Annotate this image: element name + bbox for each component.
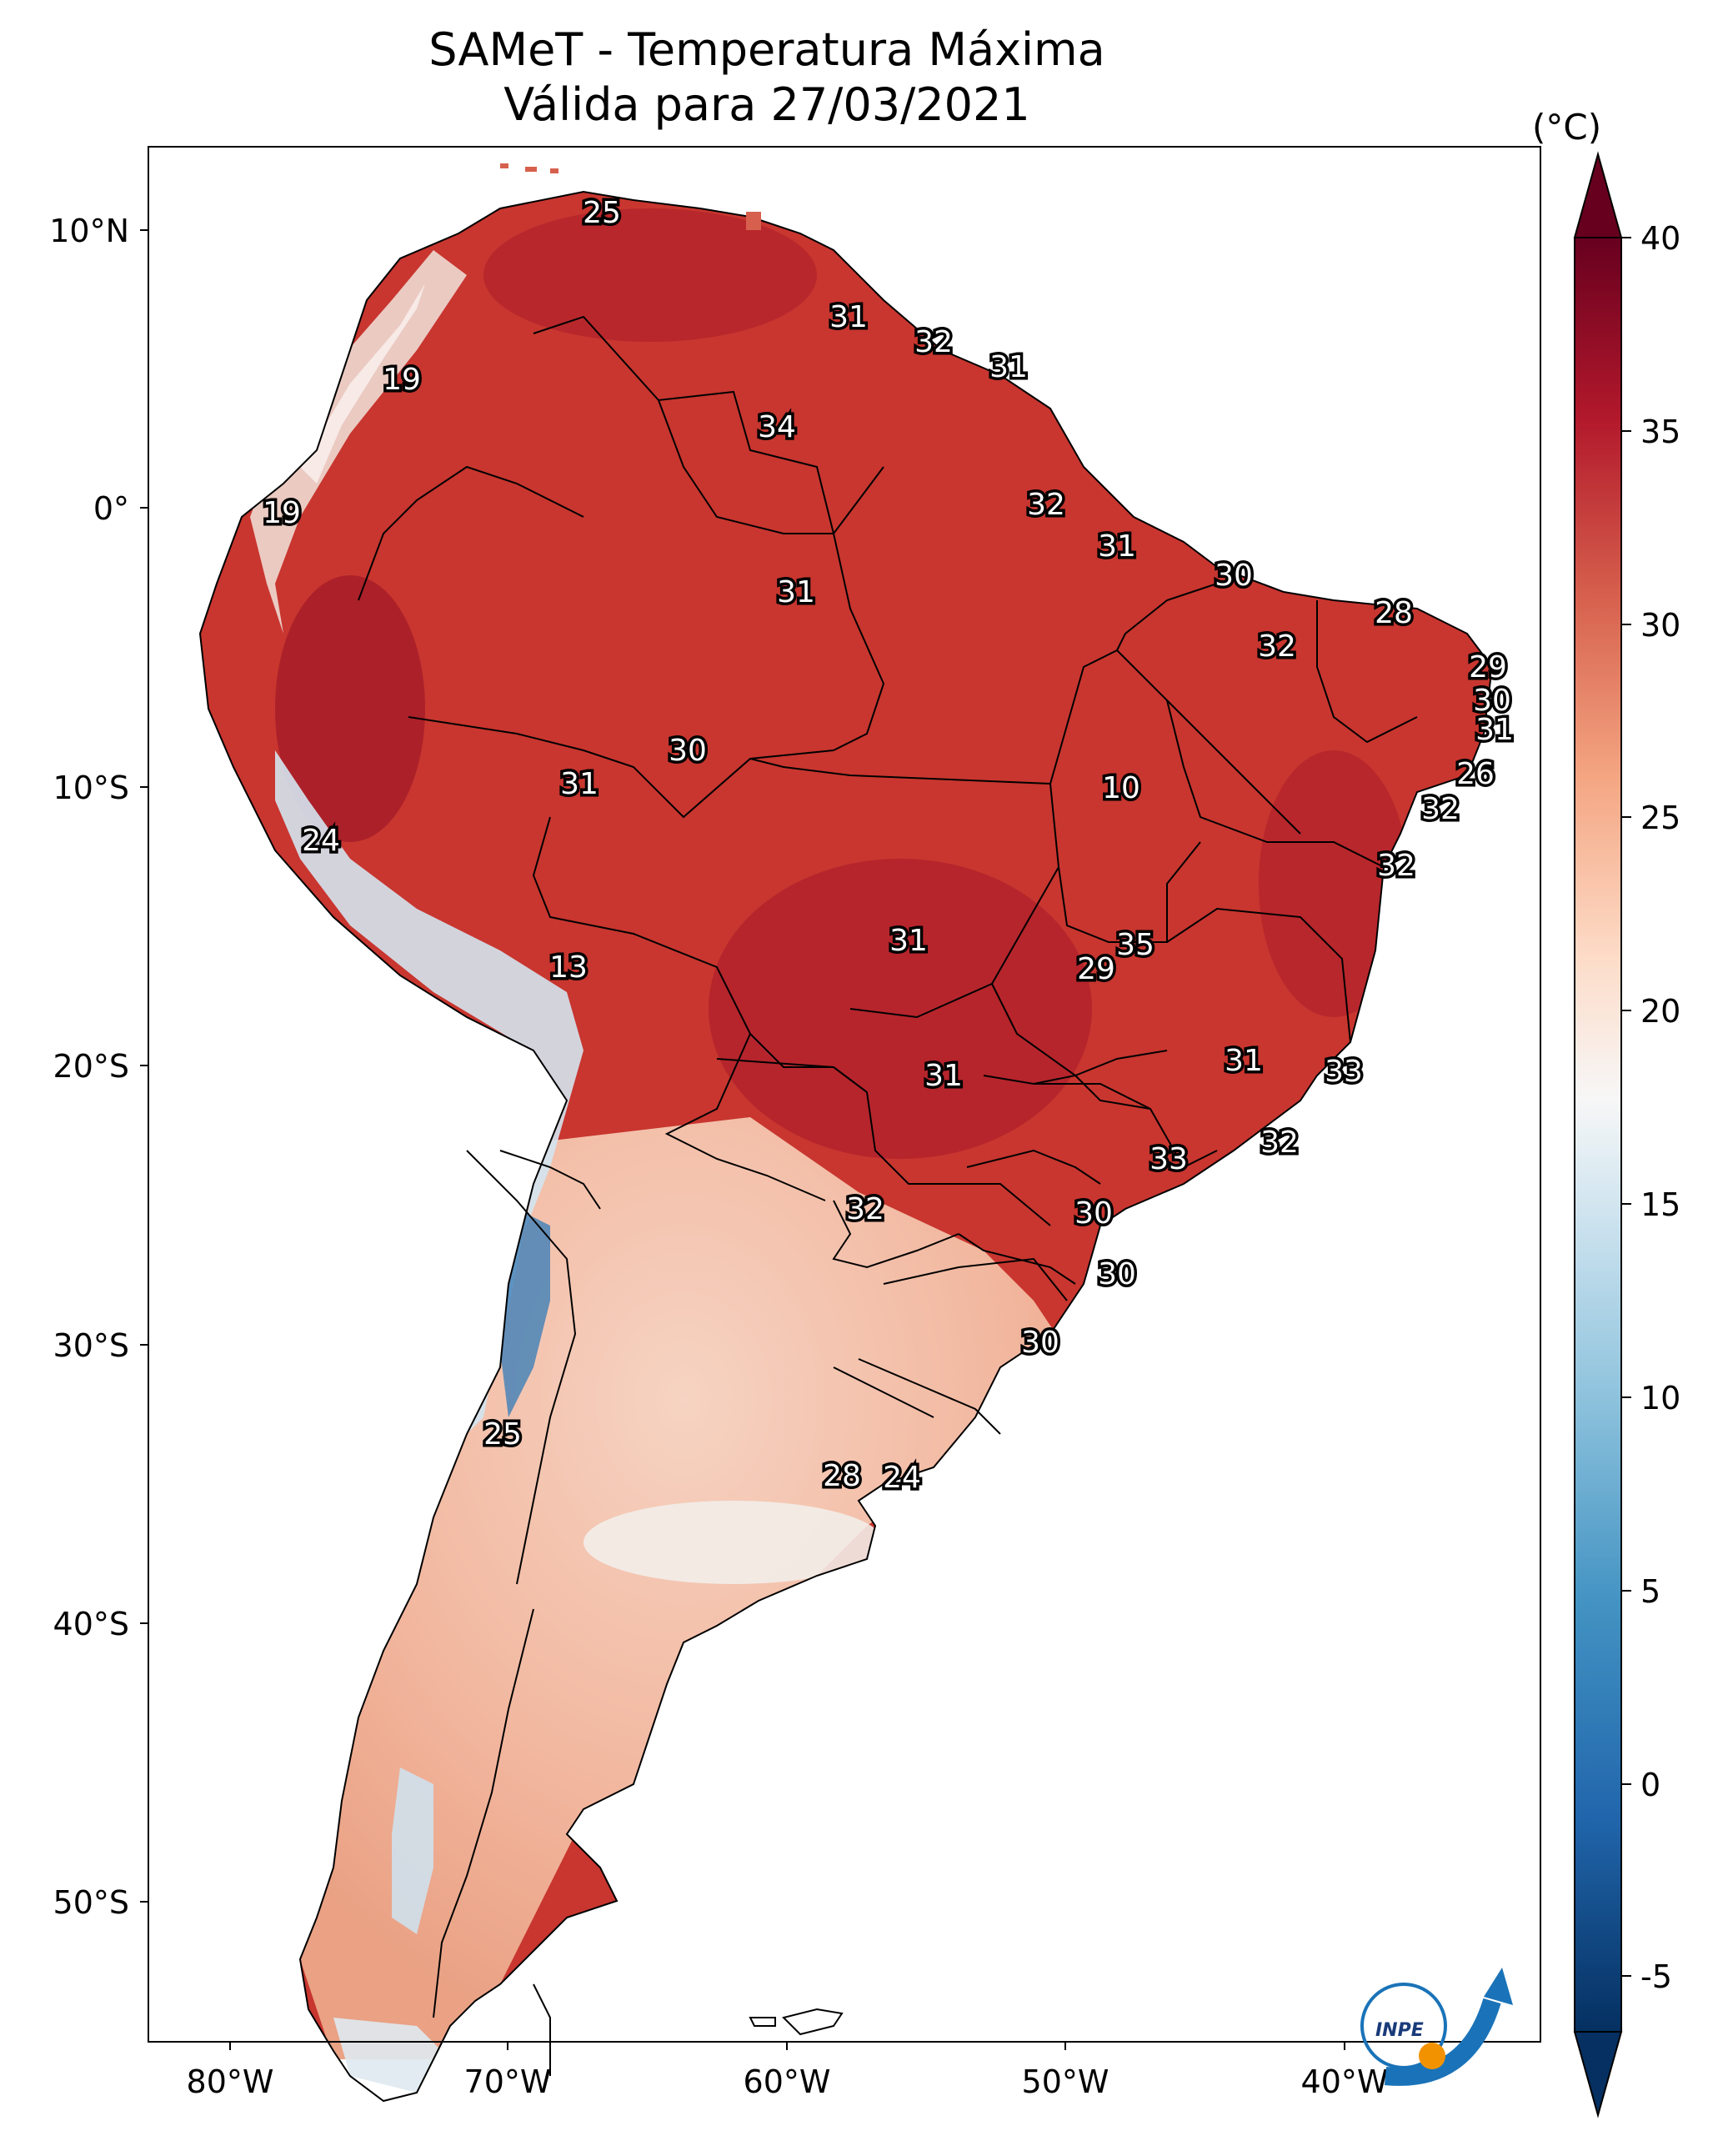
contour-label: 25 xyxy=(483,1417,522,1452)
logo-text: INPE xyxy=(1375,2020,1424,2041)
colorbar-unit: (°C) xyxy=(1532,107,1602,148)
contour-label: 29 xyxy=(1469,650,1507,684)
contour-label: 13 xyxy=(549,950,588,985)
contour-label: 32 xyxy=(914,325,953,359)
colorbar: 40 35 30 25 20 15 10 5 0 -5 xyxy=(1573,151,1680,2118)
lon-tick-label: 40°W xyxy=(1301,2063,1389,2100)
lat-tick-label: 0° xyxy=(93,490,129,527)
colorbar-tick-label: 10 xyxy=(1640,1380,1680,1416)
colorbar-tick-label: 40 xyxy=(1640,220,1680,257)
contour-label: 30 xyxy=(1074,1196,1113,1231)
contour-label: 19 xyxy=(383,363,421,397)
contour-label: 10 xyxy=(1102,771,1140,805)
contour-label: 28 xyxy=(823,1459,861,1493)
contour-label: 31 xyxy=(1098,529,1136,564)
contour-label: 31 xyxy=(560,767,599,801)
contour-label: 30 xyxy=(1473,684,1511,718)
contour-label: 32 xyxy=(846,1192,884,1226)
colorbar-min-arrow xyxy=(1573,2031,1623,2118)
country-borders xyxy=(199,191,1493,2102)
colorbar-gradient xyxy=(1574,237,1622,2033)
lat-tick-label: 20°S xyxy=(53,1048,129,1085)
contour-label: 26 xyxy=(1456,757,1495,791)
contour-label: 33 xyxy=(1325,1055,1363,1089)
colorbar-tick-label: 20 xyxy=(1640,993,1680,1030)
colorbar-tick-label: -5 xyxy=(1640,1958,1672,1995)
contour-label: 30 xyxy=(1098,1257,1136,1291)
contour-label: 30 xyxy=(1021,1326,1059,1360)
lon-tick-label: 50°W xyxy=(1022,2063,1109,2100)
contour-label: 29 xyxy=(1077,952,1115,986)
lat-tick-label: 40°S xyxy=(53,1606,129,1642)
lat-tick-label: 30°S xyxy=(53,1327,129,1364)
contour-label: 31 xyxy=(777,575,815,609)
contour-label: 32 xyxy=(1258,629,1296,664)
contour-label: 31 xyxy=(924,1059,963,1093)
contour-label: 34 xyxy=(758,410,796,444)
lat-tick-label: 50°S xyxy=(53,1884,129,1921)
contour-label: 31 xyxy=(989,350,1028,384)
contour-label: 24 xyxy=(883,1461,921,1495)
contour-label: 35 xyxy=(1116,928,1155,962)
colorbar-max-arrow xyxy=(1573,151,1623,238)
islands xyxy=(500,163,761,230)
map-frame xyxy=(148,146,1541,2043)
contour-label: 32 xyxy=(1260,1126,1299,1160)
latitude-axis: 10°N 0° 10°S 20°S 30°S 40°S 50°S xyxy=(49,213,148,1921)
lat-tick-label: 10°N xyxy=(49,213,129,249)
lon-tick-label: 80°W xyxy=(187,2063,274,2100)
contour-label: 30 xyxy=(1215,559,1253,593)
colorbar-tick-label: 35 xyxy=(1640,414,1680,450)
contour-label: 24 xyxy=(302,824,340,858)
map-subtitle: Válida para 27/03/2021 xyxy=(503,78,1030,131)
lon-tick-label: 60°W xyxy=(744,2063,831,2100)
contour-label: 30 xyxy=(669,734,707,768)
contour-label: 31 xyxy=(889,924,928,958)
contour-label: 32 xyxy=(1377,849,1415,883)
contour-label: 33 xyxy=(1150,1142,1188,1176)
inpe-logo: INPE xyxy=(1360,1968,1513,2086)
contour-label: 31 xyxy=(829,300,868,334)
longitude-axis: 80°W 70°W 60°W 50°W 40°W xyxy=(187,2042,1389,2100)
colorbar-tick-label: 0 xyxy=(1640,1767,1660,1803)
colorbar-tick-label: 30 xyxy=(1640,607,1680,644)
colorbar-tick-label: 5 xyxy=(1640,1573,1660,1610)
contour-label: 19 xyxy=(263,496,301,530)
map-title: SAMeT - Temperatura Máxima xyxy=(428,23,1105,76)
contour-label: 28 xyxy=(1375,596,1413,630)
lon-tick-label: 70°W xyxy=(464,2063,552,2100)
colorbar-tick-label: 15 xyxy=(1640,1186,1680,1223)
lat-tick-label: 10°S xyxy=(53,770,129,806)
contour-label: 32 xyxy=(1421,792,1460,826)
contour-label: 31 xyxy=(1225,1044,1263,1078)
contour-label: 32 xyxy=(1027,488,1065,522)
contour-label: 31 xyxy=(1475,713,1514,747)
contour-label: 25 xyxy=(583,196,621,230)
colorbar-tick-label: 25 xyxy=(1640,800,1680,836)
